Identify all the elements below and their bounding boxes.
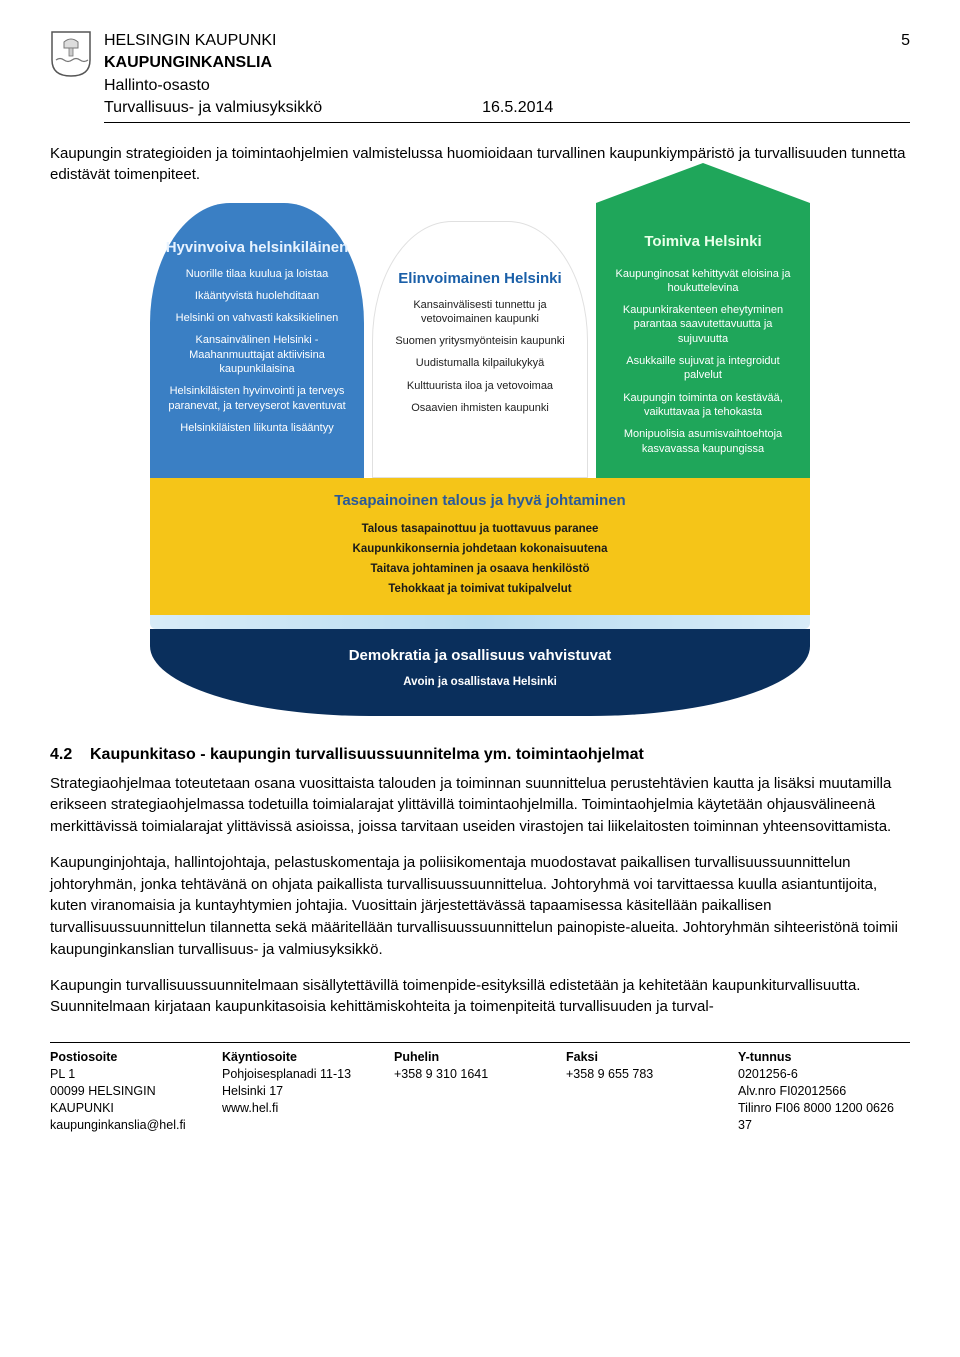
header-dept: Hallinto-osasto: [104, 75, 910, 97]
body-paragraph: Strategiaohjelmaa toteutetaan osana vuos…: [50, 773, 910, 838]
footer-line: Alv.nro FI02012566: [738, 1083, 910, 1100]
header-unit: Turvallisuus- ja valmiusyksikkö: [104, 97, 322, 119]
pillar-item: Asukkaille sujuvat ja integroidut palvel…: [608, 354, 798, 383]
section-heading: 4.2Kaupunkitaso - kaupungin turvallisuus…: [50, 744, 910, 766]
deck-item: Kaupunkikonsernia johdetaan kokonaisuute…: [170, 541, 790, 557]
pillar-item: Ikääntyvistä huolehditaan: [162, 289, 352, 303]
wave-decoration: [150, 615, 810, 629]
section-number: 4.2: [50, 744, 90, 766]
page-number: 5: [901, 30, 910, 52]
footer-line: Pohjoisesplanadi 11-13: [222, 1066, 394, 1083]
page-footer: PostiosoitePL 100099 HELSINGIN KAUPUNKIk…: [50, 1042, 910, 1133]
deck-item: Talous tasapainottuu ja tuottavuus paran…: [170, 521, 790, 537]
pillar-item: Suomen yritysmyönteisin kaupunki: [385, 334, 575, 348]
footer-line: PL 1: [50, 1066, 222, 1083]
pillar-item: Helsinkiläisten liikunta lisääntyy: [162, 421, 352, 435]
pillar-item: Uudistumalla kilpailukykyä: [385, 356, 575, 370]
footer-heading: Käyntiosoite: [222, 1049, 394, 1066]
section-title: Kaupunkitaso - kaupungin turvallisuussuu…: [90, 746, 644, 763]
pillar-item: Kansainvälinen Helsinki - Maahanmuuttaja…: [162, 333, 352, 376]
pillar-title: Toimiva Helsinki: [608, 233, 798, 251]
pillar-item: Helsinki on vahvasti kaksikielinen: [162, 311, 352, 325]
pillar-hyvinvoiva: Hyvinvoiva helsinkiläinen Nuorille tilaa …: [150, 203, 364, 478]
header-org1: HELSINGIN KAUPUNKI: [104, 30, 910, 52]
footer-line: Helsinki 17: [222, 1083, 394, 1100]
deck-section: Tasapainoinen talous ja hyvä johtaminen …: [150, 478, 810, 617]
footer-line: www.hel.fi: [222, 1100, 394, 1117]
footer-column: PostiosoitePL 100099 HELSINGIN KAUPUNKIk…: [50, 1049, 222, 1133]
hull-title: Demokratia ja osallisuus vahvistuvat: [170, 645, 790, 666]
body-paragraph: Kaupunginjohtaja, hallintojohtaja, pelas…: [50, 852, 910, 961]
footer-line: kaupunginkanslia@hel.fi: [50, 1117, 222, 1134]
pillar-item: Monipuolisia asumisvaihtoehtoja kasvavas…: [608, 427, 798, 456]
pillar-item: Osaavien ihmisten kaupunki: [385, 401, 575, 415]
deck-item: Taitava johtaminen ja osaava henkilöstö: [170, 561, 790, 577]
footer-line: 00099 HELSINGIN KAUPUNKI: [50, 1083, 222, 1117]
deck-item: Tehokkaat ja toimivat tukipalvelut: [170, 581, 790, 597]
footer-heading: Faksi: [566, 1049, 738, 1066]
footer-column: KäyntiosoitePohjoisesplanadi 11-13Helsin…: [222, 1049, 394, 1133]
document-header: HELSINGIN KAUPUNKI KAUPUNGINKANSLIA Hall…: [50, 30, 910, 123]
body-paragraph: Kaupungin turvallisuussuunnitelmaan sisä…: [50, 975, 910, 1019]
pillar-elinvoimainen: Elinvoimainen Helsinki Kansainvälisesti t…: [372, 221, 588, 478]
pillar-item: Kaupunginosat kehittyvät eloisina ja hou…: [608, 267, 798, 296]
pillar-item: Nuorille tilaa kuulua ja loistaa: [162, 267, 352, 281]
footer-heading: Y-tunnus: [738, 1049, 910, 1066]
pillar-title: Hyvinvoiva helsinkiläinen: [162, 239, 352, 257]
pillar-item: Kulttuurista iloa ja vetovoimaa: [385, 379, 575, 393]
footer-heading: Puhelin: [394, 1049, 566, 1066]
hull-subtitle: Avoin ja osallistava Helsinki: [170, 674, 790, 690]
pillar-item: Kansainvälisesti tunnettu ja vetovoimain…: [385, 298, 575, 327]
footer-column: Faksi+358 9 655 783: [566, 1049, 738, 1133]
pillar-item: Kaupunkirakenteen eheytyminen parantaa s…: [608, 303, 798, 346]
pillar-item: Helsinkiläisten hyvinvointi ja terveys p…: [162, 384, 352, 413]
header-date: 16.5.2014: [482, 97, 553, 119]
footer-line: 0201256-6: [738, 1066, 910, 1083]
helsinki-crest-icon: [50, 30, 92, 78]
footer-line: +358 9 655 783: [566, 1066, 738, 1083]
header-org2: KAUPUNGINKANSLIA: [104, 52, 910, 74]
deck-title: Tasapainoinen talous ja hyvä johtaminen: [170, 490, 790, 511]
pillar-toimiva: Toimiva Helsinki Kaupunginosat kehittyvät…: [596, 203, 810, 478]
footer-line: Tilinro FI06 8000 1200 0626 37: [738, 1100, 910, 1134]
strategy-ship-infographic: Hyvinvoiva helsinkiläinen Nuorille tilaa …: [150, 203, 810, 717]
hull-section: Demokratia ja osallisuus vahvistuvat Avo…: [150, 629, 810, 716]
footer-line: +358 9 310 1641: [394, 1066, 566, 1083]
pillar-item: Kaupungin toiminta on kestävää, vaikutta…: [608, 391, 798, 420]
pillar-title: Elinvoimainen Helsinki: [385, 270, 575, 288]
footer-column: Puhelin+358 9 310 1641: [394, 1049, 566, 1133]
footer-heading: Postiosoite: [50, 1049, 222, 1066]
footer-column: Y-tunnus0201256-6Alv.nro FI02012566Tilin…: [738, 1049, 910, 1133]
